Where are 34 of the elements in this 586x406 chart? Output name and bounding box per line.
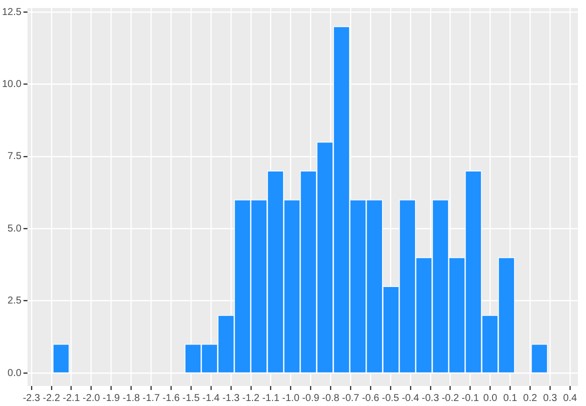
- x-tick-label: 0.0: [483, 392, 498, 404]
- x-tick-label: -1.7: [142, 392, 160, 404]
- x-tick-label: 0.1: [503, 392, 518, 404]
- x-tick-label: -0.7: [342, 392, 360, 404]
- y-tick-label: 7.5: [8, 151, 22, 162]
- x-tick-label: -1.1: [262, 392, 280, 404]
- x-tick-label: -1.0: [282, 392, 300, 404]
- x-tick-label: -0.6: [362, 392, 380, 404]
- x-tick-label: -0.5: [382, 392, 400, 404]
- x-tick-label: -0.8: [322, 392, 340, 404]
- x-tick-label: 0.2: [523, 392, 538, 404]
- y-tick-label: 12.5: [2, 6, 22, 18]
- x-tick-label: -1.2: [242, 392, 260, 404]
- x-tick-label: -2.1: [62, 392, 80, 404]
- x-tick-label: -1.9: [102, 392, 120, 404]
- y-tick-label: 2.5: [8, 296, 22, 307]
- y-tick-label: 10.0: [2, 78, 22, 90]
- x-tick-label: -0.4: [402, 392, 420, 404]
- x-tick-label: -1.3: [222, 392, 240, 404]
- x-tick-label: -1.5: [182, 392, 200, 404]
- y-tick-label: 0.0: [8, 368, 22, 379]
- x-tick-label: -1.8: [122, 392, 140, 404]
- x-tick-label: -0.1: [462, 392, 480, 404]
- x-tick-label: -1.4: [202, 392, 220, 404]
- x-tick-label: -2.3: [22, 392, 41, 404]
- x-tick-label: -2.0: [82, 392, 100, 404]
- x-tick-label: -0.3: [422, 392, 440, 404]
- x-tick-label: -0.2: [442, 392, 460, 404]
- y-tick-label: 5.0: [8, 223, 22, 234]
- x-tick-label: -2.2: [42, 392, 60, 404]
- x-tick-label: 0.3: [543, 392, 558, 404]
- x-tick-label: 0.4: [563, 392, 578, 404]
- x-tick-label: -1.6: [162, 392, 180, 404]
- x-tick-label: -0.9: [302, 392, 320, 404]
